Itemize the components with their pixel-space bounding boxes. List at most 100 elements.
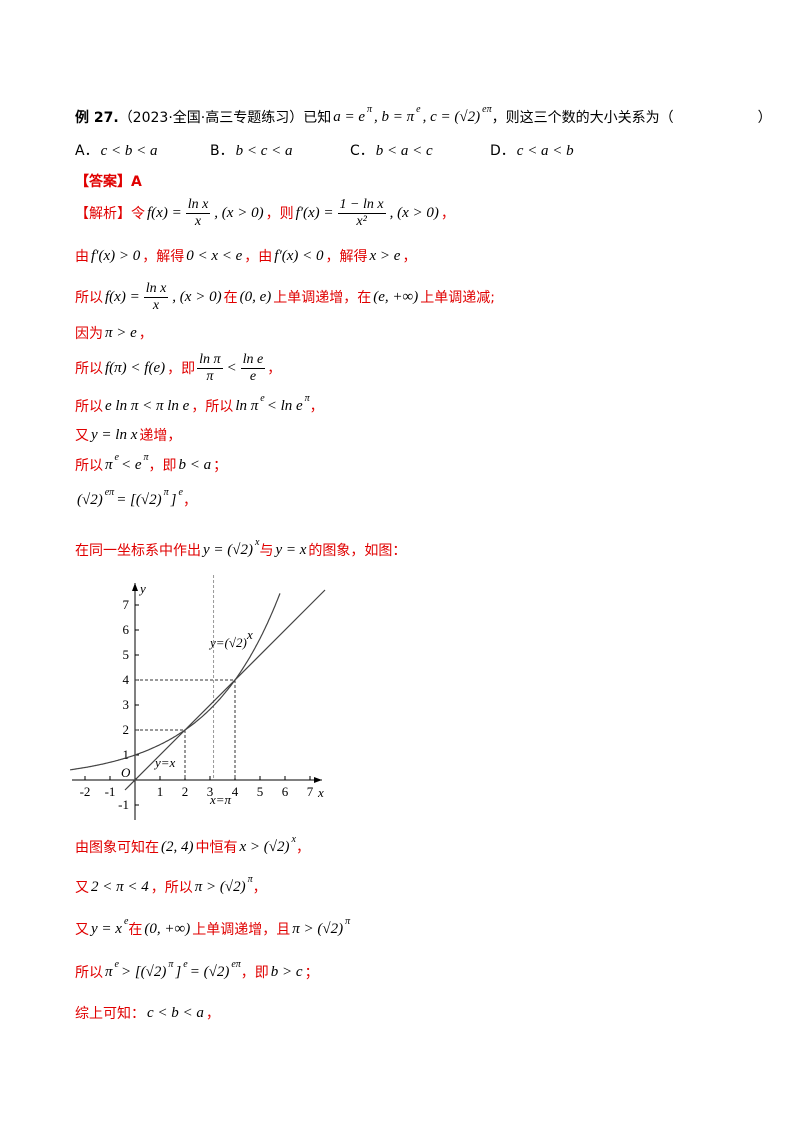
text: ，则这三个数的大小关系为（ ） bbox=[491, 110, 772, 126]
vline-label: x=π bbox=[209, 792, 232, 807]
math: e bbox=[416, 103, 421, 115]
math: eπ bbox=[104, 486, 115, 498]
math: π bbox=[247, 873, 253, 885]
math: ] bbox=[175, 963, 182, 980]
text: ， bbox=[182, 493, 197, 509]
text: 所以 bbox=[75, 290, 103, 306]
denominator: π bbox=[206, 368, 214, 384]
text: ，由 bbox=[244, 249, 273, 265]
option-label: D． bbox=[490, 143, 515, 159]
math: e bbox=[260, 392, 265, 404]
math: π bbox=[105, 456, 113, 473]
text: 所以 bbox=[75, 965, 103, 981]
option-math: c < a < b bbox=[516, 143, 574, 159]
option-math: b < c < a bbox=[235, 143, 293, 159]
math: = [(√2) bbox=[116, 491, 162, 508]
y-tick-label: 7 bbox=[123, 597, 130, 612]
text: 所以 bbox=[75, 458, 103, 474]
math: , (x > 0) bbox=[214, 204, 264, 221]
math: , c = (√2) bbox=[422, 108, 481, 125]
math: e bbox=[123, 915, 129, 927]
text-line: 所以 f(π) < f(e) ，即 ln π π < ln e e， bbox=[75, 351, 281, 385]
text: 上单调递增，在 bbox=[273, 290, 372, 306]
text: 上单调递减; bbox=[420, 290, 495, 306]
x-tick-label: 1 bbox=[157, 784, 164, 799]
math: , b = π bbox=[374, 108, 415, 125]
x-tick-label: 4 bbox=[232, 784, 239, 799]
text: （2023·全国·高三专题练习）已知 bbox=[118, 110, 332, 126]
math: e ln π < π ln e bbox=[105, 397, 190, 414]
math: f′(x) > 0 bbox=[91, 247, 141, 264]
math: y = x bbox=[91, 920, 122, 937]
text: 又 bbox=[75, 922, 89, 938]
math: ] bbox=[170, 491, 177, 508]
y-tick-label: 3 bbox=[123, 697, 130, 712]
option: D． c < a < b bbox=[490, 140, 576, 160]
numerator: ln x bbox=[185, 196, 211, 214]
text: ， bbox=[295, 840, 310, 856]
math: π bbox=[105, 963, 113, 980]
text: 因为 bbox=[75, 326, 103, 342]
x-tick-label: 2 bbox=[182, 784, 189, 799]
curve-line bbox=[124, 589, 326, 791]
x-tick-label: 7 bbox=[307, 784, 314, 799]
text: ，解得 bbox=[142, 249, 185, 265]
text-line: 因为 π > e， bbox=[75, 318, 153, 348]
curve-label: y=(√2) bbox=[208, 635, 247, 650]
math: π > (√2) bbox=[292, 920, 344, 937]
math: y = ln x bbox=[91, 426, 138, 443]
text: 【答案】A bbox=[75, 174, 142, 190]
text: 又 bbox=[75, 428, 89, 444]
y-tick-label: -1 bbox=[118, 797, 129, 812]
numerator: ln e bbox=[240, 351, 266, 369]
math: ln π bbox=[235, 397, 259, 414]
text: 在同一坐标系中作出 bbox=[75, 543, 201, 559]
denominator: x bbox=[194, 213, 202, 229]
option: A． c < b < a bbox=[75, 140, 159, 160]
text: 在 bbox=[223, 290, 238, 306]
x-tick-label: -1 bbox=[105, 784, 116, 799]
math: f(x) = bbox=[147, 204, 182, 221]
text: 所以 bbox=[75, 399, 103, 415]
text-line: 由图象可知在 (2, 4) 中恒有 x > (√2) x， bbox=[75, 832, 310, 862]
math: < e bbox=[120, 456, 142, 473]
text: 递增， bbox=[139, 428, 182, 444]
text: ，所以 bbox=[191, 399, 234, 415]
text: ， bbox=[252, 880, 267, 896]
text: ，则 bbox=[265, 206, 294, 222]
text: 中恒有 bbox=[195, 840, 238, 856]
line-label: y=x bbox=[153, 755, 176, 770]
x-tick-label: -2 bbox=[80, 784, 91, 799]
math: = (√2) bbox=[189, 963, 230, 980]
option-math: c < b < a bbox=[100, 143, 158, 159]
text: ，即 bbox=[167, 361, 196, 377]
math: eπ bbox=[482, 103, 492, 115]
text-line: 综上可知： c < b < a， bbox=[75, 998, 220, 1028]
option: B． b < c < a bbox=[210, 140, 295, 160]
x-tick-label: 3 bbox=[207, 784, 214, 799]
math: > [(√2) bbox=[120, 963, 167, 980]
text-line: (√2) eπ = [(√2) π] e， bbox=[75, 485, 197, 515]
math: π bbox=[143, 451, 149, 463]
text: ， bbox=[309, 399, 324, 415]
math: π > e bbox=[105, 324, 137, 341]
math: f′(x) < 0 bbox=[274, 247, 324, 264]
text: 与 bbox=[259, 543, 274, 559]
y-axis-label: y bbox=[138, 581, 146, 596]
option-label: B． bbox=[210, 143, 234, 159]
y-tick-label: 5 bbox=[123, 647, 130, 662]
math: c < b < a bbox=[147, 1004, 204, 1021]
math: y = x bbox=[275, 541, 307, 558]
numerator: ln π bbox=[197, 351, 223, 369]
numerator: 1 − ln x bbox=[337, 196, 386, 214]
text: ，即 bbox=[240, 965, 269, 981]
math: 0 < x < e bbox=[186, 247, 243, 264]
denominator: e bbox=[249, 368, 257, 384]
